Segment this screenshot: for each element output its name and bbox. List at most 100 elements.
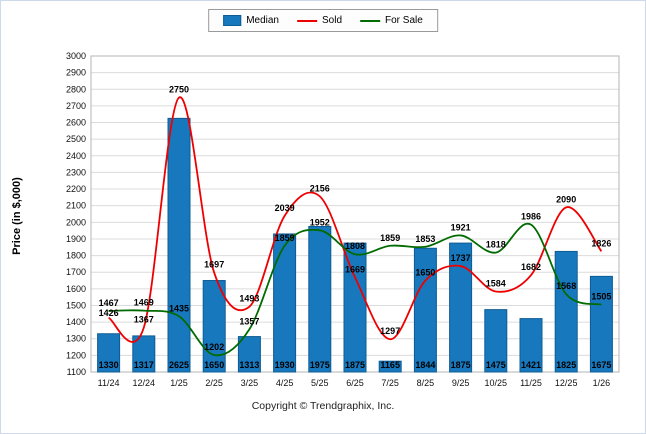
- line-value-label: 1818: [486, 240, 506, 250]
- line-value-label: 1682: [521, 262, 541, 272]
- x-tick-label: 8/25: [417, 378, 435, 388]
- line-value-label: 2156: [310, 183, 330, 193]
- y-tick-label: 1300: [66, 334, 86, 344]
- x-tick-label: 2/25: [205, 378, 223, 388]
- bar-value-label: 1165: [380, 360, 400, 370]
- x-tick-label: 12/25: [555, 378, 578, 388]
- line-value-label: 1669: [345, 264, 365, 274]
- line-value-label: 1357: [239, 316, 259, 326]
- bar-value-label: 1825: [556, 360, 576, 370]
- median-bar: [273, 233, 297, 373]
- bar-value-label: 1875: [451, 360, 471, 370]
- line-value-label: 1650: [415, 268, 435, 278]
- median-bar: [413, 247, 437, 373]
- legend-label-median: Median: [246, 15, 279, 26]
- line-value-label: 1853: [415, 234, 435, 244]
- y-tick-label: 2800: [66, 84, 86, 94]
- line-value-label: 1467: [99, 298, 119, 308]
- x-tick-label: 9/25: [452, 378, 470, 388]
- x-tick-label: 5/25: [311, 378, 329, 388]
- bar-value-label: 1975: [310, 360, 330, 370]
- y-tick-label: 1900: [66, 234, 86, 244]
- chart-canvas: 1100 1200 1300 1400 1500 1600 1700 1800 1900 2000…: [66, 51, 620, 388]
- median-bar: [132, 335, 156, 373]
- bar-value-label: 1875: [345, 360, 365, 370]
- bar-value-label: 1844: [415, 360, 435, 370]
- line-value-label: 1297: [380, 326, 400, 336]
- line-value-label: 1367: [134, 315, 154, 325]
- x-tick-label: 4/25: [276, 378, 294, 388]
- bar-value-label: 1930: [275, 360, 295, 370]
- x-tick-label: 1/25: [170, 378, 188, 388]
- bar-value-label: 1650: [204, 360, 224, 370]
- y-tick-label: 1700: [66, 267, 86, 277]
- x-tick-label: 6/25: [346, 378, 364, 388]
- y-tick-label: 2500: [66, 134, 86, 144]
- median-bar: [167, 117, 191, 373]
- median-bar: [343, 242, 367, 373]
- median-bar: [378, 360, 402, 373]
- line-value-label: 2090: [556, 194, 576, 204]
- copyright-text: Copyright © Trendgraphix, Inc.: [251, 400, 395, 412]
- y-tick-label: 2300: [66, 167, 86, 177]
- line-value-label: 1493: [239, 294, 259, 304]
- sold-line: [108, 96, 603, 343]
- x-tick-label: 12/24: [133, 378, 156, 388]
- line-value-label: 2750: [169, 85, 189, 95]
- y-tick-label: 2900: [66, 68, 86, 78]
- legend-item-sold: Sold: [297, 15, 342, 26]
- median-bar: [97, 333, 121, 373]
- line-value-label: 1826: [591, 238, 611, 248]
- median-bar: [237, 336, 261, 373]
- line-value-label: 1435: [169, 303, 189, 313]
- x-tick-label: 11/25: [520, 378, 542, 388]
- median-bar: [308, 225, 332, 373]
- y-tick-label: 1200: [66, 350, 86, 360]
- legend-label-for-sale: For Sale: [385, 15, 423, 26]
- bar-value-label: 2625: [169, 360, 189, 370]
- sold-line-marker-icon: [297, 19, 317, 22]
- for-sale-line: [108, 222, 602, 357]
- median-bar: [589, 275, 613, 373]
- median-bar: [554, 250, 578, 373]
- x-tick-label: 10/25: [485, 378, 508, 388]
- for-sale-line-marker-icon: [360, 19, 381, 22]
- x-tick-label: 1/26: [593, 378, 611, 388]
- line-value-label: 1697: [204, 260, 224, 270]
- line-value-label: 1737: [451, 253, 471, 263]
- y-tick-label: 2400: [66, 151, 86, 161]
- y-tick-label: 1800: [66, 251, 86, 261]
- bar-value-label: 1675: [591, 360, 611, 370]
- y-tick-label: 2700: [66, 101, 86, 111]
- x-tick-label: 3/25: [241, 378, 259, 388]
- median-bar-marker-icon: [223, 15, 242, 26]
- bar-value-label: 1313: [239, 360, 259, 370]
- median-bar: [202, 280, 226, 373]
- y-tick-label: 1100: [67, 367, 86, 377]
- line-value-label: 1986: [521, 212, 541, 222]
- x-tick-label: 11/24: [98, 378, 120, 388]
- line-value-label: 1952: [310, 217, 330, 227]
- y-tick-label: 1500: [66, 300, 86, 310]
- median-bar: [484, 309, 508, 373]
- line-value-label: 1202: [204, 342, 224, 352]
- bar-value-label: 1317: [134, 360, 154, 370]
- legend-item-median: Median: [223, 15, 279, 26]
- line-value-label: 1568: [556, 281, 576, 291]
- median-bar: [449, 242, 473, 373]
- line-value-label: 1859: [380, 233, 400, 243]
- legend-label-sold: Sold: [322, 15, 343, 26]
- line-value-label: 1426: [99, 308, 119, 318]
- y-tick-label: 2600: [66, 118, 86, 128]
- bar-value-label: 1475: [486, 360, 506, 370]
- median-bar: [519, 318, 543, 373]
- y-tick-label: 1400: [66, 317, 86, 327]
- legend-item-for-sale: For Sale: [360, 15, 423, 26]
- y-tick-label: 3000: [66, 51, 86, 61]
- line-value-label: 1808: [345, 241, 365, 251]
- line-value-label: 1859: [275, 233, 295, 243]
- line-value-label: 1584: [486, 279, 506, 289]
- y-tick-label: 1600: [66, 284, 86, 294]
- x-tick-label: 7/25: [381, 378, 399, 388]
